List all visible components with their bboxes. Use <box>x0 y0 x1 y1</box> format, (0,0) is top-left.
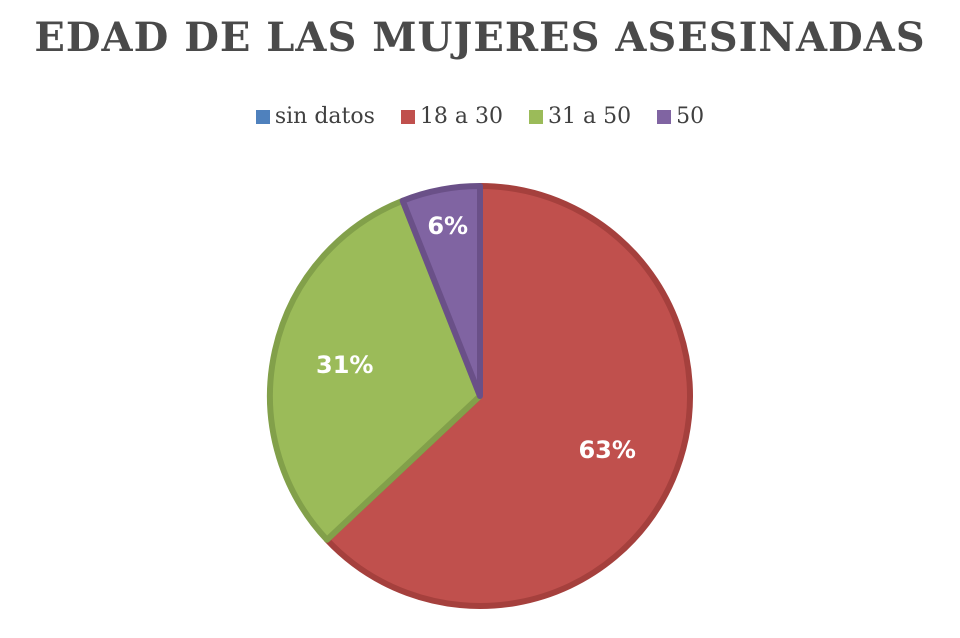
legend-item-31-a-50: 31 a 50 <box>529 104 631 129</box>
pie-slice-18-a-30 <box>323 183 693 609</box>
legend-swatch-18-a-30 <box>400 109 415 124</box>
legend-label-sin-datos: sin datos <box>274 104 375 129</box>
legend-label-18-a-30: 18 a 30 <box>419 104 504 129</box>
legend-swatch-sin-datos <box>255 109 270 124</box>
pie-label-18-a-30: 63% <box>578 436 635 464</box>
chart-title: EDAD DE LAS MUJERES ASESINADAS <box>34 14 926 61</box>
pie-label-50: 6% <box>427 212 468 240</box>
pie-label-31-a-50: 31% <box>316 351 373 379</box>
chart-legend: sin datos 18 a 30 31 a 50 50 <box>0 104 960 129</box>
pie-slice-50 <box>399 183 483 399</box>
legend-item-sin-datos: sin datos <box>255 104 375 129</box>
legend-swatch-31-a-50 <box>529 109 544 124</box>
legend-label-31-a-50: 31 a 50 <box>548 104 632 129</box>
legend-label-50: 50 <box>676 104 705 129</box>
legend-item-50: 50 <box>657 104 704 129</box>
legend-item-18-a-30: 18 a 30 <box>400 104 504 129</box>
legend-swatch-50 <box>657 109 672 124</box>
pie-slice-31-a-50 <box>267 197 483 543</box>
